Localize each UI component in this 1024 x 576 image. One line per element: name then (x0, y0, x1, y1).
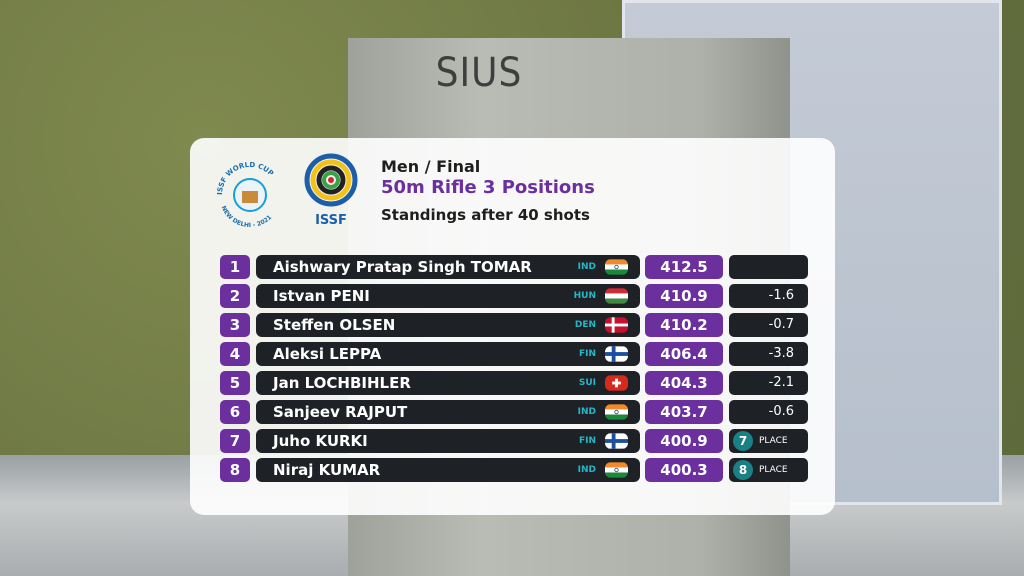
athlete-name: Sanjeev RAJPUT (273, 403, 408, 421)
standing-row: 6 Sanjeev RAJPUT IND 403.7 -0.6 (0, 400, 1024, 424)
nation-flag (605, 462, 628, 478)
difference: -0.7 (729, 313, 808, 337)
standing-row: 8 Niraj KUMAR IND 400.3 8 PLACE (0, 458, 1024, 482)
athlete-bar: Niraj KUMAR IND (256, 458, 640, 482)
athlete-name: Aishwary Pratap Singh TOMAR (273, 258, 532, 276)
nation-code: IND (577, 407, 596, 417)
rank-badge: 1 (220, 255, 250, 279)
athlete-bar: Istvan PENI HUN (256, 284, 640, 308)
place-number: 7 (733, 431, 753, 451)
box-label: SIUS (435, 50, 523, 96)
nation-flag (605, 317, 628, 333)
issf-text: ISSF (315, 213, 347, 228)
rank-badge: 3 (220, 313, 250, 337)
rank-badge: 7 (220, 429, 250, 453)
rank-badge: 5 (220, 371, 250, 395)
standing-row: 5 Jan LOCHBIHLER SUI 404.3 -2.1 (0, 371, 1024, 395)
score: 406.4 (645, 342, 723, 366)
athlete-bar: Aishwary Pratap Singh TOMAR IND (256, 255, 640, 279)
score: 410.2 (645, 313, 723, 337)
nation-code: HUN (573, 291, 596, 301)
athlete-bar: Jan LOCHBIHLER SUI (256, 371, 640, 395)
score: 403.7 (645, 400, 723, 424)
standing-row: 4 Aleksi LEPPA FIN 406.4 -3.8 (0, 342, 1024, 366)
nation-code: IND (577, 465, 596, 475)
score: 412.5 (645, 255, 723, 279)
nation-flag (605, 404, 628, 420)
difference (729, 255, 808, 279)
nation-code: IND (577, 262, 596, 272)
nation-flag (605, 433, 628, 449)
place-label: PLACE (759, 436, 788, 446)
rank-badge: 6 (220, 400, 250, 424)
nation-code: SUI (578, 378, 596, 388)
difference: 7 PLACE (729, 429, 808, 453)
difference: 8 PLACE (729, 458, 808, 482)
difference: -0.6 (729, 400, 808, 424)
difference: -2.1 (729, 371, 808, 395)
score: 400.3 (645, 458, 723, 482)
standing-row: 1 Aishwary Pratap Singh TOMAR IND 412.5 (0, 255, 1024, 279)
event-subtitle: Standings after 40 shots (381, 206, 590, 224)
difference: -1.6 (729, 284, 808, 308)
nation-flag (605, 375, 628, 391)
athlete-bar: Steffen OLSEN DEN (256, 313, 640, 337)
nation-code: FIN (578, 436, 596, 446)
rank-badge: 2 (220, 284, 250, 308)
athlete-bar: Sanjeev RAJPUT IND (256, 400, 640, 424)
place-label: PLACE (759, 465, 788, 475)
athlete-name: Niraj KUMAR (273, 461, 381, 479)
world-cup-logo: ISSF WORLD CUP NEW DELHI - 2021 (216, 161, 275, 227)
athlete-name: Istvan PENI (273, 287, 370, 305)
athlete-name: Steffen OLSEN (273, 316, 396, 334)
standing-row: 7 Juho KURKI FIN 400.9 7 PLACE (0, 429, 1024, 453)
place-number: 8 (733, 460, 753, 480)
score: 400.9 (645, 429, 723, 453)
nation-code: DEN (574, 320, 596, 330)
athlete-bar: Aleksi LEPPA FIN (256, 342, 640, 366)
event-title: 50m Rifle 3 Positions (381, 177, 595, 198)
nation-flag (605, 259, 628, 275)
athlete-name: Aleksi LEPPA (273, 345, 382, 363)
nation-flag (605, 288, 628, 304)
issf-logo: ISSF (304, 153, 358, 228)
standing-row: 3 Steffen OLSEN DEN 410.2 -0.7 (0, 313, 1024, 337)
nation-flag (605, 346, 628, 362)
rank-badge: 8 (220, 458, 250, 482)
score: 404.3 (645, 371, 723, 395)
difference: -3.8 (729, 342, 808, 366)
athlete-bar: Juho KURKI FIN (256, 429, 640, 453)
standing-row: 2 Istvan PENI HUN 410.9 -1.6 (0, 284, 1024, 308)
rank-badge: 4 (220, 342, 250, 366)
nation-code: FIN (578, 349, 596, 359)
athlete-name: Jan LOCHBIHLER (273, 374, 411, 392)
athlete-name: Juho KURKI (273, 432, 368, 450)
event-label: Men / Final (381, 157, 481, 176)
score: 410.9 (645, 284, 723, 308)
